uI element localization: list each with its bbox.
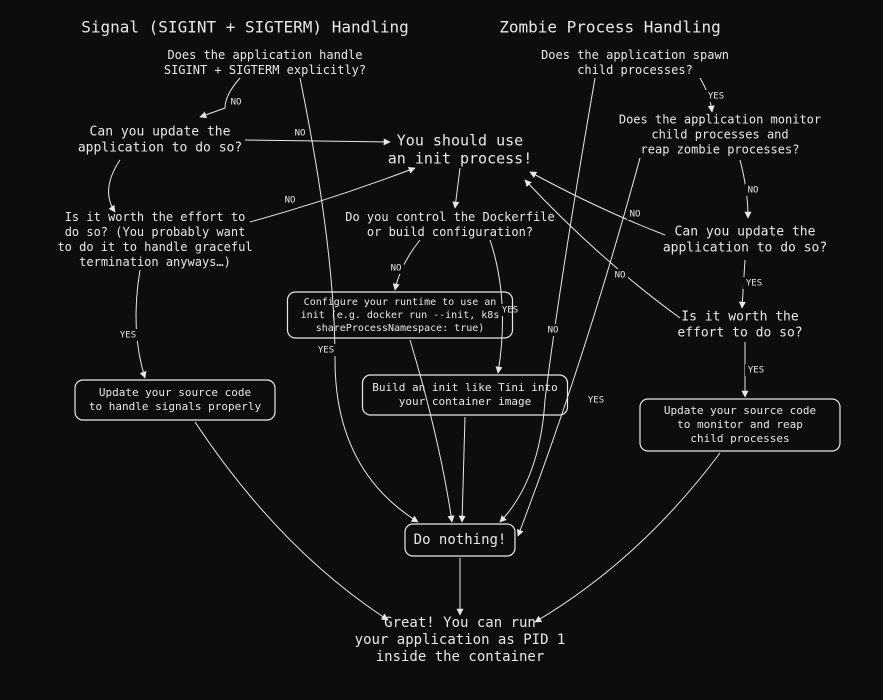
- edge-label: NO: [748, 186, 759, 196]
- node-text-line: Is it worth the effort to: [65, 210, 246, 224]
- node-text-line: to do it to handle graceful: [57, 240, 252, 254]
- node-text-line: Do you control the Dockerfile: [345, 210, 555, 224]
- node-text-line: to handle signals properly: [89, 400, 262, 413]
- node-text-line: inside the container: [376, 649, 545, 665]
- heading-left: Signal (SIGINT + SIGTERM) Handling: [81, 18, 409, 37]
- node-q_worth_sig: Is it worth the effort todo so? (You pro…: [57, 210, 252, 269]
- edge-label: NO: [615, 271, 626, 281]
- node-a_configure_runtime: Configure your runtime to use an init (e.…: [288, 292, 513, 338]
- background: [0, 0, 883, 700]
- node-q_can_update_sig: Can you update theapplication to do so?: [78, 125, 242, 156]
- edge-label: NO: [630, 210, 641, 220]
- flowchart-canvas: Signal (SIGINT + SIGTERM) Handling Zombi…: [0, 0, 883, 700]
- node-text-line: application to do so?: [663, 241, 827, 256]
- edge-label: YES: [746, 279, 762, 289]
- node-text-line: effort to do so?: [677, 326, 802, 341]
- node-text-line: or build configuration?: [367, 225, 533, 239]
- node-text-line: an init process!: [388, 150, 533, 168]
- node-text-line: application to do so?: [78, 141, 242, 156]
- edge-label: YES: [120, 331, 136, 341]
- node-text-line: Can you update the: [675, 225, 816, 240]
- node-text-line: child processes: [690, 432, 789, 445]
- edge-label: YES: [502, 306, 518, 316]
- node-text-line: child processes and: [651, 128, 788, 142]
- node-text-line: to monitor and reap: [677, 418, 803, 431]
- node-text-line: SIGINT + SIGTERM explicitly?: [164, 63, 366, 77]
- edge-label: YES: [318, 346, 334, 356]
- node-text-line: Build an init like Tini into: [372, 381, 557, 394]
- node-text-line: Great! You can run: [384, 615, 536, 631]
- node-q_can_update_z: Can you update theapplication to do so?: [663, 225, 827, 256]
- node-text-line: Update your source code: [664, 404, 816, 417]
- node-text-line: Update your source code: [99, 386, 251, 399]
- node-final: Great! You can runyour application as PI…: [355, 615, 566, 665]
- edge-label: NO: [285, 196, 296, 206]
- edge-label: NO: [295, 129, 306, 139]
- node-text-line: Configure your runtime to use an: [304, 297, 497, 308]
- edge-label: YES: [708, 92, 724, 102]
- edge-label: NO: [548, 326, 559, 336]
- node-text-line: Does the application spawn: [541, 48, 729, 62]
- node-q_sig_handle: Does the application handleSIGINT + SIGT…: [164, 48, 366, 77]
- node-text-line: child processes?: [577, 63, 693, 77]
- node-q_worth_z: Is it worth theeffort to do so?: [677, 310, 802, 341]
- edge-label: YES: [588, 396, 604, 406]
- node-q_dockerfile: Do you control the Dockerfileor build co…: [345, 210, 555, 239]
- node-text-line: You should use: [397, 132, 523, 150]
- node-text-line: shareProcessNamespace: true): [316, 323, 485, 334]
- node-text-line: Does the application monitor: [619, 113, 821, 127]
- node-text-line: termination anyways…): [79, 255, 231, 269]
- node-text-line: your container image: [399, 395, 531, 408]
- node-center_init: You should usean init process!: [388, 132, 533, 168]
- node-text-line: do so? (You probably want: [65, 225, 246, 239]
- heading-right: Zombie Process Handling: [499, 18, 721, 37]
- node-text-line: reap zombie processes?: [641, 143, 800, 157]
- node-text-line: Do nothing!: [414, 532, 507, 548]
- node-text-line: init (e.g. docker run --init, k8s: [301, 310, 500, 321]
- edge-label: YES: [748, 366, 764, 376]
- node-text-line: Does the application handle: [167, 48, 362, 62]
- edge-label: NO: [391, 264, 402, 274]
- node-text-line: Can you update the: [90, 125, 231, 140]
- edge-label: NO: [231, 98, 242, 108]
- node-text-line: your application as PID 1: [355, 632, 566, 648]
- node-text-line: Is it worth the: [681, 310, 799, 325]
